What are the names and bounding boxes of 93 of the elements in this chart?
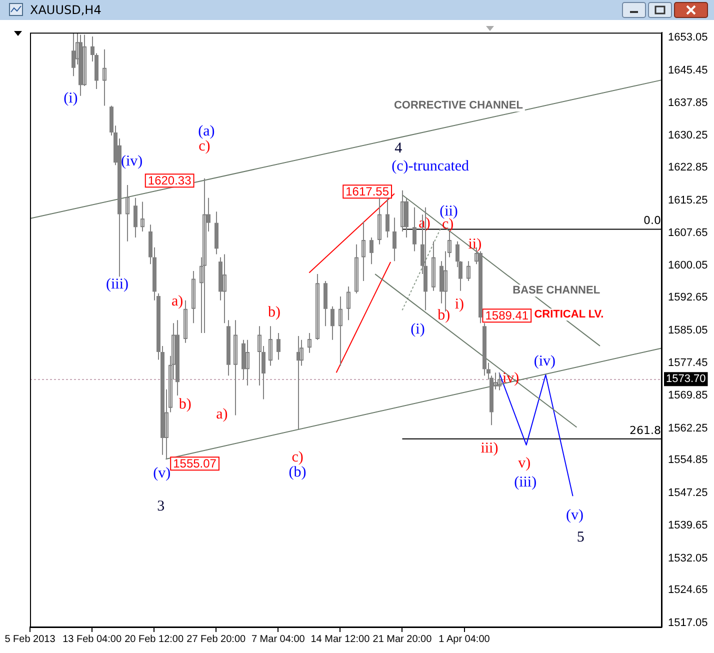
- candlestick: [400, 190, 404, 232]
- y-tick-label: 1569.85: [668, 390, 708, 402]
- y-tick-label: 1630.25: [668, 130, 708, 142]
- x-tick-label: 7 Mar 04:00: [251, 634, 306, 645]
- candlestick: [102, 48, 106, 106]
- candlestick: [354, 244, 358, 294]
- x-tick-label: 20 Feb 12:00: [124, 634, 184, 645]
- annotation: (b): [288, 464, 306, 481]
- y-tick-label: 1539.65: [668, 520, 708, 532]
- candlestick: [386, 197, 390, 238]
- y-tick-label: 1554.85: [668, 454, 708, 466]
- annotation: 1620.33: [148, 173, 192, 188]
- annotation: (i): [410, 322, 425, 338]
- annotation: iii): [480, 440, 498, 457]
- annotation: ii): [468, 236, 482, 253]
- annotation: b): [178, 396, 192, 413]
- annotation: (a): [198, 124, 215, 140]
- x-tick-label: 5 Feb 2013: [4, 634, 56, 645]
- y-tick-label: 1653.05: [668, 32, 708, 44]
- annotation: 5: [576, 530, 584, 546]
- candlestick: [72, 32, 76, 77]
- candlestick: [184, 300, 188, 344]
- candlestick: [498, 372, 502, 391]
- candlestick: [338, 296, 342, 366]
- candlestick: [412, 206, 416, 252]
- candlestick: [268, 326, 272, 366]
- annotation: 1555.07: [173, 456, 217, 470]
- annotation: 1617.55: [346, 184, 390, 198]
- annotation: 1589.41: [485, 308, 529, 322]
- candlestick: [308, 332, 312, 354]
- y-tick-label: 1524.65: [668, 584, 708, 596]
- y-tick-label: 1562.25: [668, 422, 708, 434]
- y-tick-label: 1637.85: [668, 97, 708, 110]
- annotation: v): [518, 456, 531, 472]
- annotation: b): [268, 304, 281, 321]
- x-tick-label: 14 Mar 12:00: [310, 634, 370, 645]
- annotation: (iv): [534, 354, 556, 370]
- annotation: c): [292, 450, 304, 466]
- candlestick: [346, 286, 350, 321]
- candlestick: [202, 178, 206, 334]
- y-tick-label: 1622.85: [668, 162, 708, 174]
- x-tick-label: 27 Feb 20:00: [186, 634, 246, 645]
- annotation: i): [454, 296, 464, 313]
- y-tick-label: 1615.25: [668, 194, 708, 206]
- candlestick: [370, 236, 374, 265]
- annotation: 3: [157, 498, 165, 515]
- y-tick-label: 1585.05: [668, 324, 708, 336]
- candlestick: [362, 221, 366, 282]
- y-tick-label: 1547.25: [668, 486, 708, 499]
- candlestick: [140, 201, 144, 232]
- annotation: a): [216, 406, 228, 423]
- x-tick-label: 13 Feb 04:00: [62, 634, 122, 645]
- annotation: 0.0: [644, 214, 661, 228]
- annotation: (iv): [120, 154, 143, 170]
- chart-title: XAUUSD,H4: [30, 3, 102, 17]
- x-tick-label: 21 Mar 20:00: [372, 634, 432, 645]
- candlestick: [316, 274, 320, 340]
- annotation: (v): [153, 466, 171, 482]
- candlestick: [134, 197, 138, 238]
- candlestick: [246, 339, 250, 386]
- annotation: 4: [394, 140, 403, 157]
- candlestick: [378, 197, 382, 245]
- y-tick-label: 1577.45: [668, 356, 708, 369]
- candlestick: [330, 306, 334, 340]
- candlestick: [192, 270, 196, 324]
- annotation: b): [438, 308, 450, 324]
- annotation: 261.8: [630, 424, 661, 437]
- annotation: (iii): [106, 276, 128, 293]
- candlestick: [466, 260, 470, 282]
- annotation: (v): [566, 508, 584, 524]
- y-tick-label: 1607.65: [668, 226, 708, 239]
- annotation: (c)-truncated: [392, 158, 470, 175]
- y-tick-label: 1645.45: [668, 64, 708, 76]
- candlestick: [276, 332, 280, 360]
- candlestick: [126, 184, 130, 242]
- annotation: (iii): [514, 474, 537, 491]
- candlestick: [222, 254, 226, 324]
- candlestick: [392, 217, 396, 262]
- candlestick: [432, 240, 436, 292]
- y-tick-label: 1532.05: [668, 552, 708, 564]
- candlestick: [82, 34, 86, 86]
- annotation: BASE CHANNEL: [512, 284, 600, 297]
- x-tick-label: 1 Apr 04:00: [438, 634, 490, 645]
- annotation: a): [172, 294, 184, 310]
- annotation: CRITICAL LV.: [534, 308, 604, 321]
- y-tick-label: 1600.05: [668, 260, 708, 272]
- annotation: (i): [64, 90, 78, 107]
- ref-line-label: 1573.70: [666, 373, 706, 386]
- annotation: c): [198, 138, 210, 155]
- annotation: CORRECTIVE CHANNEL: [394, 100, 524, 112]
- y-tick-label: 1592.65: [668, 292, 708, 304]
- candlestick: [234, 320, 238, 416]
- y-tick-label: 1517.05: [668, 616, 708, 629]
